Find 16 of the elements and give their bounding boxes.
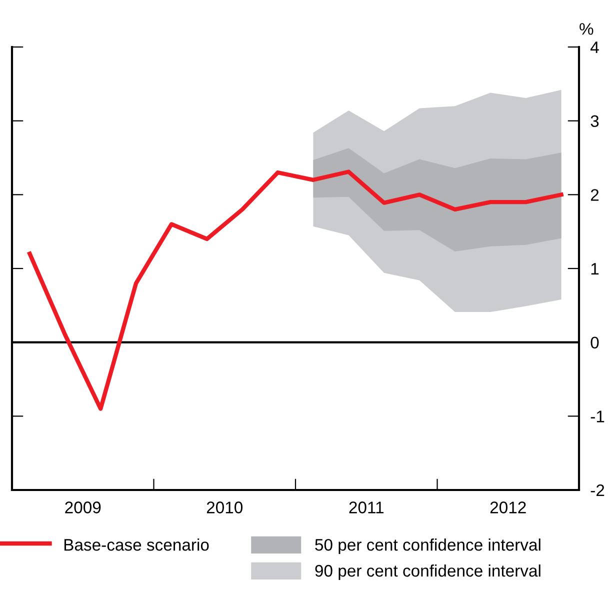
y-tick-label: 4: [590, 42, 599, 54]
legend-label: 90 per cent confidence interval: [315, 564, 540, 580]
y-axis-title: %: [580, 23, 594, 35]
legend-label: Base-case scenario: [64, 538, 209, 551]
y-tick-label: -2: [590, 484, 604, 496]
y-tick-label: 2: [590, 189, 599, 201]
legend-label: 50 per cent confidence interval: [315, 538, 540, 554]
x-tick-label: 2012: [490, 502, 526, 514]
x-tick-label: 2009: [65, 502, 101, 514]
y-tick-label: 3: [590, 115, 599, 128]
x-tick-label: 2011: [349, 502, 384, 514]
x-tick-label: 2010: [206, 502, 243, 514]
y-tick-label: -1: [590, 410, 604, 422]
y-tick-label: 0: [590, 336, 599, 349]
line-series: [28, 170, 564, 411]
y-tick-label: 1: [591, 263, 599, 275]
